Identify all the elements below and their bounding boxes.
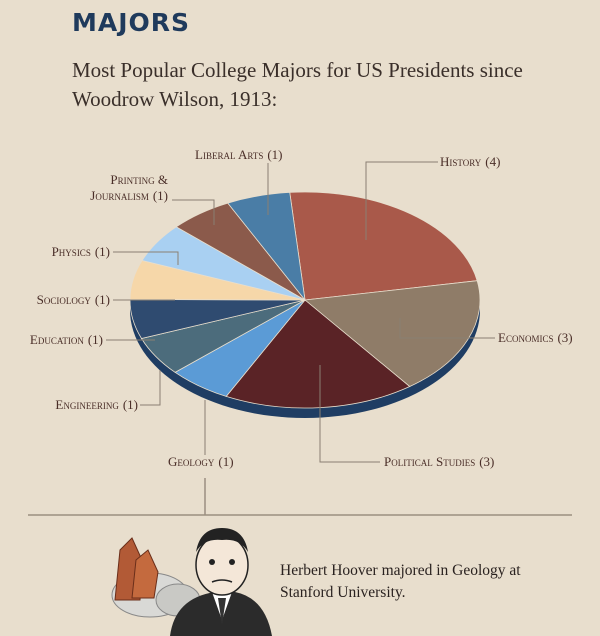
slice-label: Political Studies (3): [384, 454, 534, 470]
leader-line: [140, 370, 161, 406]
value-label: (3): [557, 330, 573, 345]
leader-line: [113, 251, 179, 265]
pie-slice: [289, 191, 478, 301]
value-label: (1): [94, 292, 110, 307]
category-label: History: [440, 154, 482, 169]
slice-label: Education (1): [0, 332, 103, 348]
slice-label: Economics (3): [498, 330, 598, 346]
pie-slice: [304, 280, 481, 387]
slice-label: Physics (1): [0, 244, 110, 260]
category-label: Economics: [498, 330, 554, 345]
value-label: (1): [152, 188, 168, 203]
fact-note: Herbert Hoover majored in Geology at Sta…: [280, 562, 521, 601]
leader-line: [319, 365, 380, 463]
slice-label: Sociology (1): [0, 292, 110, 308]
category-label: Liberal Arts: [195, 147, 264, 162]
slice-label: Engineering (1): [20, 397, 138, 413]
chart-title: MAJORS: [72, 8, 191, 37]
value-label: (1): [218, 454, 234, 469]
leader-line: [399, 318, 495, 339]
category-label: Printing & Journalism: [90, 172, 168, 203]
category-label: Engineering: [55, 397, 119, 412]
pie-slice: [227, 191, 306, 302]
category-label: Sociology: [36, 292, 91, 307]
leader-line: [172, 199, 215, 225]
value-label: (3): [479, 454, 495, 469]
slice-label: Geology (1): [168, 454, 258, 470]
slice-label: Liberal Arts (1): [195, 147, 315, 163]
slice-label: History (4): [440, 154, 560, 170]
value-label: (4): [485, 154, 501, 169]
category-label: Political Studies: [384, 454, 476, 469]
category-label: Geology: [168, 454, 215, 469]
leader-line: [365, 161, 438, 240]
value-label: (1): [94, 244, 110, 259]
hoover-caricature: [170, 528, 272, 636]
category-label: Physics: [51, 244, 91, 259]
category-label: Education: [29, 332, 84, 347]
value-label: (1): [267, 147, 283, 162]
value-label: (1): [87, 332, 103, 347]
chart-subtitle: Most Popular College Majors for US Presi…: [72, 58, 523, 111]
slice-label: Printing & Journalism (1): [48, 172, 168, 204]
value-label: (1): [122, 397, 138, 412]
rocks-illustration: [111, 537, 201, 618]
